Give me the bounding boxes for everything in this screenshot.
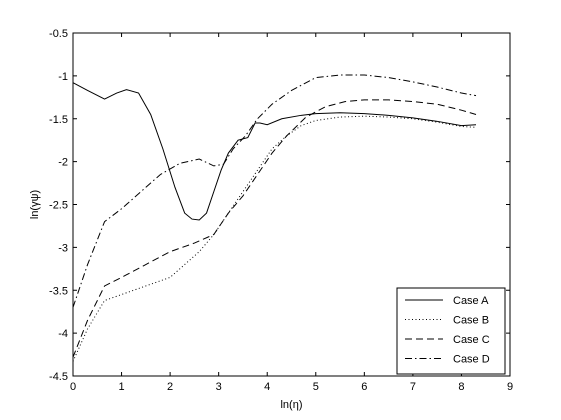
axis-ticks: 0 1 2 3 4 5 6 7 8 9 -0.5 -1 -1.5 -2 -2.5 -3 -3.5 -4 -4.5 bbox=[49, 28, 513, 393]
y-axis-label: ln(γψ) bbox=[29, 190, 41, 219]
x-tick-label: 4 bbox=[264, 381, 270, 393]
x-tick-label: 8 bbox=[458, 381, 464, 393]
y-tick-label: -2 bbox=[58, 157, 68, 169]
x-axis-label: ln(η) bbox=[280, 399, 302, 411]
y-tick-label: -1.5 bbox=[49, 114, 68, 126]
y-tick-label: -4.5 bbox=[49, 371, 68, 383]
x-tick-label: 2 bbox=[167, 381, 173, 393]
y-tick-label: -3.5 bbox=[49, 285, 68, 297]
series-line-case-b bbox=[72, 115, 477, 362]
x-tick-label: 3 bbox=[216, 381, 222, 393]
legend-label: Case B bbox=[453, 315, 489, 327]
series-line-case-a bbox=[72, 82, 477, 221]
x-tick-label: 5 bbox=[313, 381, 319, 393]
x-tick-label: 1 bbox=[118, 381, 124, 393]
x-tick-label: 6 bbox=[361, 381, 367, 393]
y-tick-label: -1 bbox=[58, 71, 68, 83]
legend-label: Case D bbox=[453, 354, 490, 366]
x-tick-label: 7 bbox=[410, 381, 416, 393]
series-group bbox=[72, 74, 477, 362]
x-tick-label: 9 bbox=[507, 381, 513, 393]
legend: Case A Case B Case C Case D bbox=[396, 287, 506, 375]
y-tick-label: -3 bbox=[58, 242, 68, 254]
legend-label: Case C bbox=[453, 334, 490, 346]
y-tick-label: -0.5 bbox=[49, 28, 68, 40]
y-tick-label: -4 bbox=[58, 328, 68, 340]
legend-box bbox=[396, 287, 506, 375]
series-line-case-c bbox=[72, 99, 477, 358]
legend-label: Case A bbox=[453, 295, 489, 307]
y-tick-label: -2.5 bbox=[49, 200, 68, 212]
x-tick-label: 0 bbox=[70, 381, 76, 393]
